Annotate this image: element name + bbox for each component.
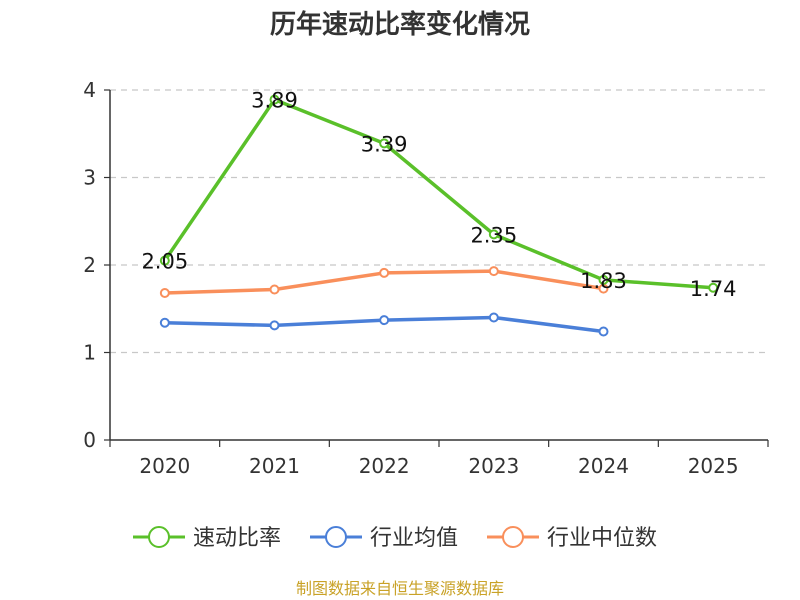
data-point[interactable] [598, 326, 609, 337]
data-point[interactable] [379, 138, 390, 149]
x-tick-label-2025: 2025 [688, 454, 739, 478]
data-label-2020: 2.05 [141, 250, 188, 274]
legend-marker [148, 526, 170, 548]
data-point[interactable] [159, 317, 170, 328]
y-tick-label: 1 [83, 341, 96, 365]
data-point[interactable] [708, 282, 719, 293]
chart-title: 历年速动比率变化情况 [270, 9, 530, 40]
series-layer [159, 94, 719, 337]
data-point[interactable] [379, 267, 390, 278]
x-tick-label-2022: 2022 [359, 454, 410, 478]
x-tick-label-2023: 2023 [468, 454, 519, 478]
y-tick-label: 3 [83, 166, 96, 190]
legend-marker [325, 526, 347, 548]
y-tick-label: 2 [83, 253, 96, 277]
data-point[interactable] [159, 288, 170, 298]
source-note: 制图数据来自恒生聚源数据库 [296, 579, 504, 598]
data-label-2022: 3.39 [361, 132, 408, 156]
x-tick-label-2024: 2024 [578, 454, 629, 478]
axes: 0 1 2 3 4 2020 2021 2022 2023 2024 2025 [83, 78, 769, 478]
data-labels: 2.05 3.89 3.39 2.35 1.83 1.74 [141, 89, 736, 301]
data-label-2021: 3.89 [251, 89, 298, 113]
data-point[interactable] [159, 255, 170, 266]
x-tick-label-2021: 2021 [249, 454, 300, 478]
legend-label: 行业中位数 [547, 526, 657, 551]
y-tick-label: 4 [83, 78, 96, 102]
legend-label: 行业均值 [370, 526, 458, 551]
data-point[interactable] [269, 320, 280, 331]
legend-item-1[interactable]: 行业均值 [310, 526, 458, 551]
x-tick-label-2020: 2020 [139, 454, 190, 478]
series-line-0 [163, 97, 715, 290]
legend-label: 速动比率 [193, 526, 281, 551]
data-point[interactable] [488, 229, 499, 240]
legend-marker [502, 526, 524, 548]
y-tick-label: 0 [83, 428, 96, 452]
data-point[interactable] [598, 274, 609, 285]
grid [110, 89, 768, 354]
legend[interactable]: 速动比率 行业均值 行业中位数 [133, 526, 657, 551]
data-point[interactable] [269, 284, 280, 295]
data-label-2025: 1.74 [690, 277, 737, 301]
legend-item-0[interactable]: 速动比率 [133, 526, 281, 551]
data-label-2024: 1.83 [580, 269, 627, 293]
data-point[interactable] [488, 312, 499, 323]
data-point[interactable] [488, 266, 499, 277]
data-point[interactable] [379, 315, 390, 326]
legend-item-2[interactable]: 行业中位数 [487, 526, 657, 551]
data-label-2023: 2.35 [470, 223, 517, 247]
data-point[interactable] [269, 94, 280, 105]
